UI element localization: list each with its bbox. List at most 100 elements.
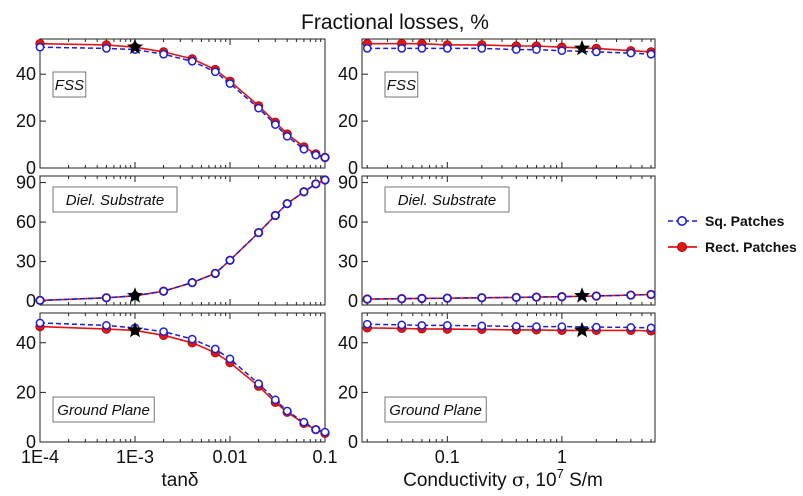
panel-label-box bbox=[52, 71, 87, 98]
panel-gp-tan: 0 20 40 1E-4 1E-3 0.01 0.1 Ground Plane bbox=[16, 312, 338, 467]
data-point-sq-patches bbox=[254, 103, 263, 113]
data-point-sq-patches bbox=[626, 48, 636, 58]
x-tick-label: 0.1 bbox=[435, 447, 460, 467]
data-point-sq-patches bbox=[311, 150, 321, 160]
data-point-sq-patches bbox=[442, 321, 452, 330]
y-tick-label: 0 bbox=[26, 291, 36, 311]
data-point-sq-patches bbox=[35, 318, 45, 328]
y-tick-label: 20 bbox=[338, 111, 358, 131]
data-point-sq-patches bbox=[557, 322, 567, 331]
right-xlabel-pre: Conductivity bbox=[403, 470, 512, 491]
data-point-sq-patches bbox=[187, 334, 197, 344]
data-point-sq-patches bbox=[646, 323, 656, 333]
y-tick-label: 20 bbox=[338, 382, 358, 402]
data-point-sq-patches bbox=[417, 44, 427, 53]
x-tick-label: 0.01 bbox=[212, 447, 247, 467]
star-marker bbox=[126, 287, 144, 303]
data-point-sq-patches bbox=[362, 294, 372, 304]
data-point-sq-patches bbox=[187, 56, 197, 66]
data-point-sq-patches bbox=[557, 46, 567, 56]
panel-label: Ground Plane bbox=[57, 402, 150, 419]
y-tick-label: 40 bbox=[338, 64, 358, 84]
panel-label-box bbox=[52, 396, 155, 423]
data-point-sq-patches bbox=[626, 290, 636, 300]
data-point-sq-patches bbox=[592, 291, 601, 301]
data-point-sq-patches bbox=[592, 47, 601, 57]
data-point-sq-patches bbox=[299, 144, 309, 154]
data-point-sq-patches bbox=[397, 294, 407, 304]
data-point-sq-patches bbox=[511, 322, 521, 331]
data-point-sq-patches bbox=[225, 354, 235, 364]
y-tick-label: 60 bbox=[338, 212, 358, 232]
series-line-sq-patches bbox=[367, 47, 652, 55]
y-tick-label: 20 bbox=[16, 111, 36, 131]
panel-frame bbox=[39, 312, 326, 443]
data-point-sq-patches bbox=[102, 321, 111, 330]
y-tick-label: 40 bbox=[338, 333, 358, 353]
data-point-sq-patches bbox=[646, 49, 656, 59]
panel-label: FSS bbox=[387, 77, 416, 94]
data-point-sq-patches bbox=[442, 293, 452, 303]
data-point-sq-patches bbox=[210, 269, 220, 278]
panel-label: Diel. Substrate bbox=[398, 192, 496, 209]
panel-diel-sigma: 0 30 60 90 Diel. Substrate bbox=[338, 173, 656, 311]
panel-label: Ground Plane bbox=[389, 402, 482, 419]
data-point-sq-patches bbox=[225, 255, 235, 265]
y-tick-label: 60 bbox=[16, 212, 36, 232]
y-tick-label: 0 bbox=[26, 432, 36, 452]
data-point-sq-patches bbox=[311, 425, 321, 434]
data-point-sq-patches bbox=[532, 45, 541, 54]
y-tick-label: 90 bbox=[338, 173, 358, 193]
data-point-sq-patches bbox=[397, 44, 407, 53]
right-xlabel-mid: , 10 bbox=[525, 470, 557, 491]
data-point-sq-patches bbox=[592, 322, 601, 332]
data-point-sq-patches bbox=[477, 321, 487, 331]
data-point-sq-patches bbox=[282, 199, 292, 208]
data-point-sq-patches bbox=[187, 278, 197, 287]
right-xlabel-sigma: σ bbox=[512, 469, 525, 491]
x-tick-label: 1 bbox=[557, 447, 567, 467]
data-point-sq-patches bbox=[477, 293, 487, 303]
panel-frame bbox=[361, 312, 656, 443]
x-tick-label: 1E-3 bbox=[116, 447, 154, 467]
y-tick-label: 40 bbox=[16, 333, 36, 353]
data-point-sq-patches bbox=[477, 44, 487, 53]
data-point-sq-patches bbox=[417, 294, 427, 303]
panel-diel-tan: 0 30 60 90 Diel. Substrate bbox=[16, 173, 330, 311]
x-tick-label: 1E-4 bbox=[21, 447, 59, 467]
data-point-sq-patches bbox=[102, 44, 111, 53]
panels: 0 20 40 FSS 0 20 40 FSS 0 30 60 90 Diel. Substrate 0 3… bbox=[16, 38, 656, 467]
star-marker bbox=[574, 321, 591, 338]
figure-title: Fractional losses, % bbox=[301, 11, 489, 34]
panel-label: FSS bbox=[55, 77, 84, 94]
star-marker bbox=[574, 39, 591, 56]
data-point-sq-patches bbox=[35, 42, 45, 52]
legend: Sq. Patches Rect. Patches bbox=[668, 213, 797, 255]
data-point-sq-patches bbox=[362, 319, 372, 329]
data-point-sq-patches bbox=[270, 395, 280, 405]
x-tick-label: 0.1 bbox=[312, 447, 337, 467]
data-point-sq-patches bbox=[270, 211, 280, 220]
series-line-sq-patches bbox=[367, 323, 652, 329]
data-point-sq-patches bbox=[270, 120, 280, 129]
y-tick-label: 0 bbox=[26, 158, 36, 178]
data-point-sq-patches bbox=[210, 344, 220, 354]
data-point-sq-patches bbox=[320, 427, 330, 437]
data-point-sq-patches bbox=[511, 45, 521, 54]
star-marker bbox=[126, 38, 144, 55]
data-point-sq-patches bbox=[311, 179, 321, 189]
star-marker bbox=[574, 287, 591, 303]
y-tick-label: 20 bbox=[16, 382, 36, 402]
panel-label-box bbox=[384, 71, 419, 98]
data-point-sq-patches bbox=[282, 131, 292, 141]
y-tick-label: 0 bbox=[348, 291, 358, 311]
right-xlabel-post: S/m bbox=[564, 470, 603, 491]
panel-fss-tan: 0 20 40 FSS bbox=[16, 38, 330, 178]
right-xlabel-sup: 7 bbox=[557, 466, 564, 481]
data-point-sq-patches bbox=[320, 175, 330, 185]
data-point-sq-patches bbox=[282, 406, 292, 416]
data-point-sq-patches bbox=[626, 323, 636, 332]
panel-frame bbox=[361, 175, 656, 306]
data-point-sq-patches bbox=[299, 187, 309, 197]
